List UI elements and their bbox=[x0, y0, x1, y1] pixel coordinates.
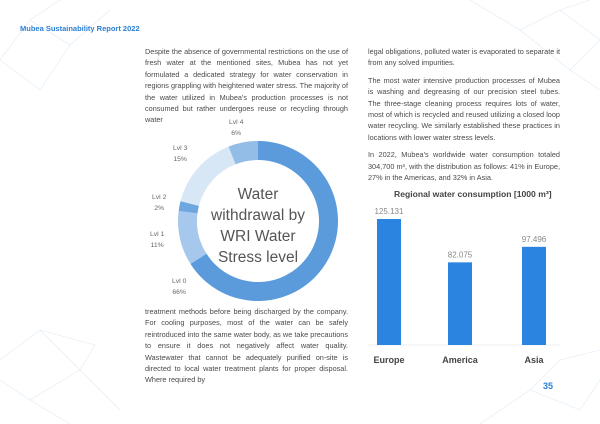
donut-label-lvl4: Lvl 4 6% bbox=[229, 119, 244, 137]
left-column-bottom: treatment methods before being discharge… bbox=[145, 306, 348, 392]
bar-value-label: 97.496 bbox=[522, 235, 547, 244]
report-title: Mubea Sustainability Report 2022 bbox=[20, 24, 140, 33]
donut-slice-lvl4 bbox=[228, 141, 258, 165]
paragraph: legal obligations, polluted water is eva… bbox=[368, 47, 560, 68]
donut-label-lvl3: Lvl 3 15% bbox=[173, 145, 188, 163]
paragraph: The most water intensive production proc… bbox=[368, 75, 560, 142]
paragraph: treatment methods before being discharge… bbox=[145, 307, 348, 385]
donut-slice-lvl1 bbox=[178, 210, 207, 264]
donut-center-title: Water withdrawal by WRI Water Stress lev… bbox=[198, 184, 318, 268]
donut-label-lvl1: Lvl 1 11% bbox=[150, 231, 165, 249]
bar-america bbox=[448, 262, 472, 345]
right-column: legal obligations, polluted water is eva… bbox=[368, 46, 560, 189]
bar-value-label: 125.131 bbox=[375, 207, 404, 216]
donut-title-line: Water bbox=[237, 186, 279, 203]
donut-label-lvl0: Lvl 0 66% bbox=[172, 278, 187, 296]
bar-europe bbox=[377, 219, 401, 345]
bar-chart-title: Regional water consumption [1000 m³] bbox=[394, 189, 552, 199]
bar-category-label: Asia bbox=[524, 355, 544, 365]
donut-title-line: withdrawal by bbox=[211, 207, 305, 224]
paragraph: Despite the absence of governmental rest… bbox=[145, 47, 348, 125]
donut-label-lvl2: Lvl 2 2% bbox=[152, 194, 167, 212]
donut-title-line: Stress level bbox=[217, 249, 299, 266]
page-number: 35 bbox=[543, 381, 554, 391]
bar-value-label: 82.075 bbox=[448, 250, 473, 259]
paragraph: In 2022, Mubea's worldwide water consump… bbox=[368, 150, 560, 183]
bar-category-label: America bbox=[442, 355, 479, 365]
bar-category-label: Europe bbox=[373, 355, 404, 365]
donut-slice-lvl2 bbox=[178, 201, 199, 214]
bar-asia bbox=[522, 246, 546, 345]
donut-title-line: WRI Water bbox=[220, 228, 296, 245]
donut-slice-lvl3 bbox=[180, 146, 236, 206]
left-column-top: Despite the absence of governmental rest… bbox=[145, 46, 348, 132]
